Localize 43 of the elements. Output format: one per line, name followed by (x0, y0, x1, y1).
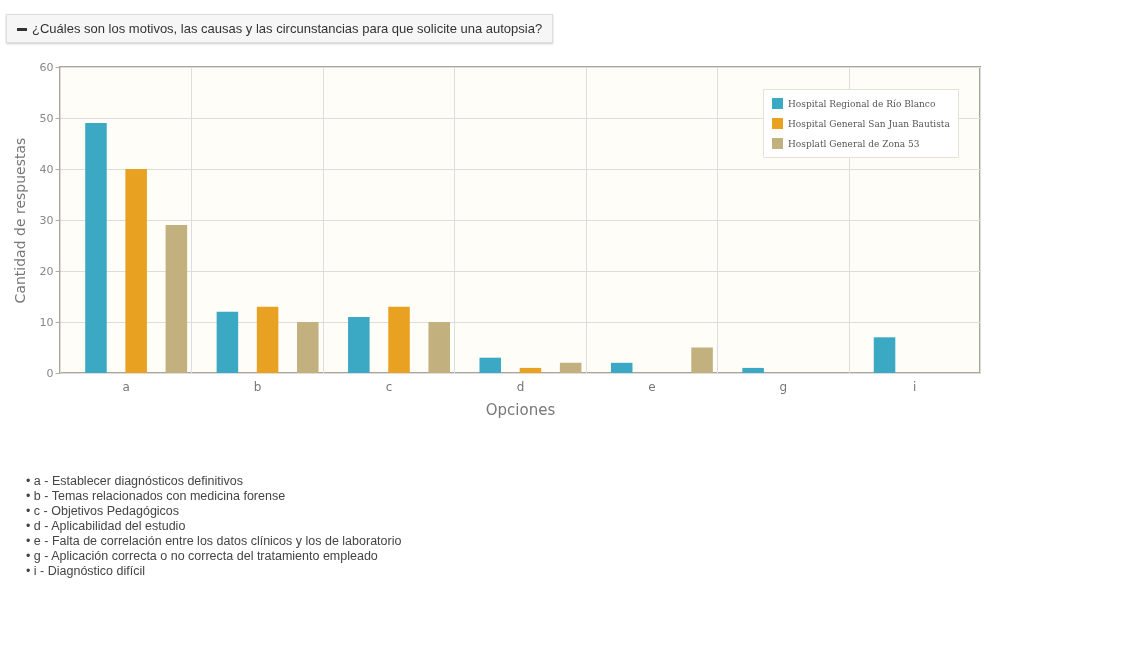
text: • a - Establecer diagnósticos definitivos (26, 474, 244, 489)
y-tick-label: 0 (46, 366, 54, 380)
text: • d - Aplicabilidad del estudio (26, 519, 187, 534)
bar (348, 316, 370, 373)
y-tick-label: 50 (39, 111, 54, 125)
y-tick-label: 40 (39, 162, 54, 176)
bar (428, 322, 450, 373)
text: • c - Objetivos Pedagógicos (26, 504, 181, 519)
text: • e - Falta de correlación entre los datos clínicos y los de laboratorio (26, 534, 402, 549)
bar (691, 347, 713, 373)
bar (125, 169, 147, 373)
x-tick-label: d (516, 379, 525, 394)
y-tick-label: 20 (39, 264, 54, 278)
x-tick-label: a (122, 379, 130, 394)
text: • i - Diagnóstico difícil (26, 564, 146, 579)
bar (610, 362, 633, 373)
x-axis-title: Opciones (485, 400, 556, 419)
text: • b - Temas relacionados con medicina forense (26, 489, 287, 504)
y-tick-label: 10 (39, 315, 54, 329)
legend-label: Hosplatl General de Zona 53 (788, 138, 920, 149)
bar (873, 337, 896, 373)
bar (85, 123, 107, 373)
x-tick-label: e (648, 379, 656, 394)
bar (165, 225, 188, 373)
legend-label: Hospital General San Juan Bautista (788, 118, 951, 129)
x-tick-label: c (385, 379, 393, 394)
bar (216, 311, 239, 373)
x-tick-label: g (779, 379, 788, 394)
x-tick-label: b (253, 379, 262, 394)
chart-title: ¿Cuáles son los motivos, las causas y las circunstancias para que solicite una autopsia? (32, 21, 543, 36)
bar (388, 306, 410, 373)
legend-label: Hospital Regional de Río Blanco (788, 98, 936, 109)
bar (742, 367, 764, 373)
bar (559, 362, 582, 373)
bar (519, 367, 542, 373)
bar (479, 357, 502, 373)
bar (297, 322, 319, 373)
y-axis-title: Cantidad de respuestas (11, 137, 28, 304)
x-tick-label: i (913, 379, 917, 394)
y-tick-label: 60 (39, 60, 54, 74)
bar (256, 306, 279, 373)
text: • g - Aplicación correcta o no correcta del tratamiento empleado (26, 549, 379, 564)
y-tick-label: 30 (39, 213, 54, 227)
